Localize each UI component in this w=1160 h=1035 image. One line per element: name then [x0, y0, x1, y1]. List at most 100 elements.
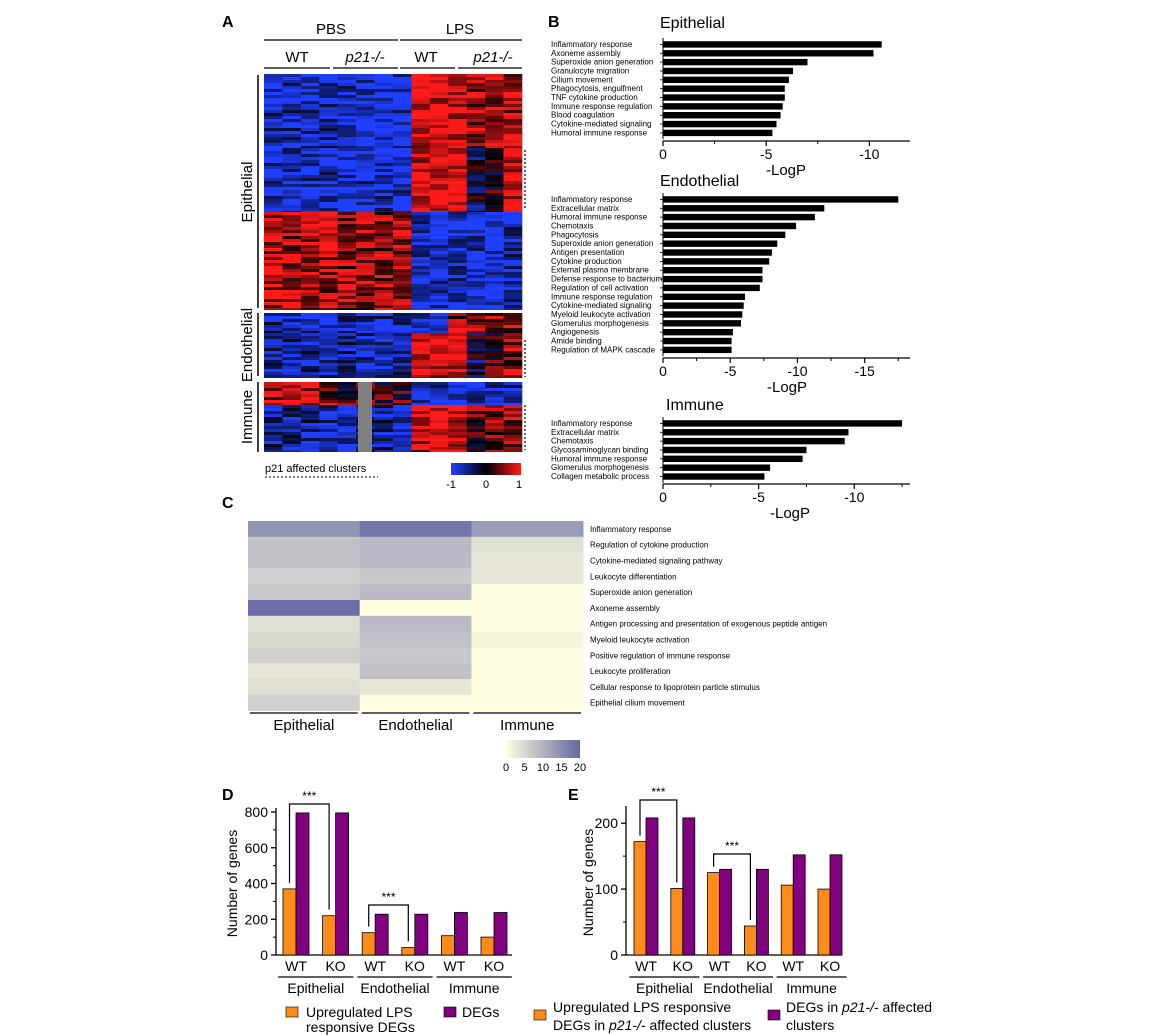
heatmap-a-cell: [485, 388, 504, 391]
bar: [663, 58, 808, 66]
heatmap-a-cell: [300, 131, 320, 134]
heatmap-a-cell: [411, 80, 431, 83]
heatmap-a-cell: [319, 405, 338, 408]
heatmap-a-cell: [411, 354, 431, 357]
bar: [719, 868, 732, 956]
heatmap-a-cell: [429, 202, 449, 205]
heatmap-a-cell: [282, 408, 302, 411]
heatmap-a-cell: [356, 293, 375, 296]
heatmap-a-cell: [356, 245, 375, 248]
heatmap-a-cell: [282, 92, 302, 95]
heatmap-c-colorbar: [506, 740, 580, 758]
heatmap-a-cell: [300, 230, 320, 233]
heatmap-a-cell: [466, 205, 486, 208]
heatmap-a-cell: [374, 435, 394, 438]
heatmap-a-cell: [319, 211, 338, 212]
category-label: Humoral immune response: [551, 454, 648, 463]
x-category-label: KO: [673, 958, 693, 974]
heatmap-a-cell: [429, 400, 449, 403]
heatmap-a-cell: [282, 391, 302, 394]
heatmap-a-cell: [337, 116, 357, 119]
heatmap-a-cell: [319, 263, 338, 266]
heatmap-a-cell: [319, 137, 338, 140]
heatmap-a-cell: [393, 187, 412, 190]
heatmap-a-cell: [264, 146, 283, 148]
heatmap-a-cell: [319, 163, 338, 166]
heatmap-a-cell: [319, 284, 338, 287]
heatmap-a-cell: [448, 242, 467, 245]
heatmap-a-cell: [319, 299, 338, 302]
heatmap-a-cell: [429, 113, 449, 116]
heatmap-a-cell: [264, 426, 283, 429]
heatmap-a-cell: [429, 86, 449, 89]
heatmap-a-cell: [448, 230, 467, 233]
heatmap-a-cell: [411, 426, 431, 429]
heatmap-a-cell: [466, 146, 486, 148]
heatmap-a-cell: [282, 101, 302, 104]
heatmap-a-cell: [411, 269, 431, 272]
heatmap-a-cell: [393, 366, 412, 369]
heatmap-a-cell: [503, 372, 523, 375]
heatmap-a-cell: [374, 284, 394, 287]
heatmap-a-cell: [319, 160, 338, 163]
heatmap-a-cell: [411, 305, 431, 308]
heatmap-a-cell: [337, 417, 357, 420]
heatmap-a-cell: [411, 278, 431, 281]
heatmap-a-cell: [374, 107, 394, 110]
heatmap-a-cell: [264, 95, 283, 98]
heatmap-a-cell: [448, 417, 467, 420]
heatmap-a-cell: [393, 224, 412, 227]
heatmap-a-cell: [374, 351, 394, 354]
heatmap-a-cell: [300, 187, 320, 190]
group-label-lps: LPS: [446, 21, 474, 38]
heatmap-a-cell: [319, 385, 338, 388]
heatmap-a-cell: [503, 331, 523, 333]
heatmap-a-cell: [337, 313, 357, 316]
heatmap-a-cell: [466, 199, 486, 202]
heatmap-a-cell: [429, 187, 449, 190]
heatmap-a-cell: [356, 363, 375, 366]
heatmap-a-cell: [337, 148, 357, 151]
heatmap-a-cell: [503, 354, 523, 357]
bar: [663, 258, 770, 265]
heatmap-a-cell: [319, 218, 338, 221]
heatmap-a-cell: [319, 80, 338, 83]
heatmap-a-cell: [429, 92, 449, 95]
heatmap-a-cell: [300, 257, 320, 260]
heatmap-a-cell: [411, 360, 431, 363]
heatmap-a-cell: [282, 333, 302, 336]
heatmap-a-cell: [503, 140, 523, 143]
bar: [663, 112, 781, 119]
heatmap-a-cell: [337, 319, 357, 322]
heatmap-a-cell: [448, 104, 467, 107]
heatmap-a-cell: [337, 230, 357, 233]
heatmap-a-cell: [374, 357, 394, 360]
heatmap-a-cell: [300, 423, 320, 426]
heatmap-a-cell: [503, 233, 523, 236]
heatmap-a-cell: [337, 357, 357, 360]
heatmap-a-cell: [319, 278, 338, 281]
heatmap-a-cell: [503, 148, 523, 151]
heatmap-a-cell: [264, 417, 283, 420]
heatmap-a-cell: [300, 245, 320, 248]
heatmap-a-cell: [282, 382, 302, 385]
heatmap-a-cell: [300, 348, 320, 351]
heatmap-a-cell: [411, 89, 431, 92]
heatmap-a-cell: [282, 272, 302, 275]
x-tick-label: -15: [855, 363, 875, 379]
heatmap-a-cell: [485, 444, 504, 447]
heatmap-a-cell: [503, 245, 523, 248]
heatmap-a-cell: [503, 166, 523, 169]
heatmap-a-cell: [374, 208, 394, 211]
heatmap-a-cell: [374, 444, 394, 447]
heatmap-a-cell: [411, 284, 431, 287]
heatmap-a-cell: [411, 382, 431, 385]
heatmap-a-cell: [337, 146, 357, 148]
heatmap-c-cell: [359, 663, 472, 680]
heatmap-a-cell: [485, 157, 504, 160]
heatmap-a-cell: [485, 385, 504, 388]
heatmap-a-cell: [466, 316, 486, 319]
heatmap-a-cell: [356, 221, 375, 224]
heatmap-a-cell: [429, 143, 449, 146]
cluster-label-endothelial: Endothelial: [239, 308, 256, 382]
